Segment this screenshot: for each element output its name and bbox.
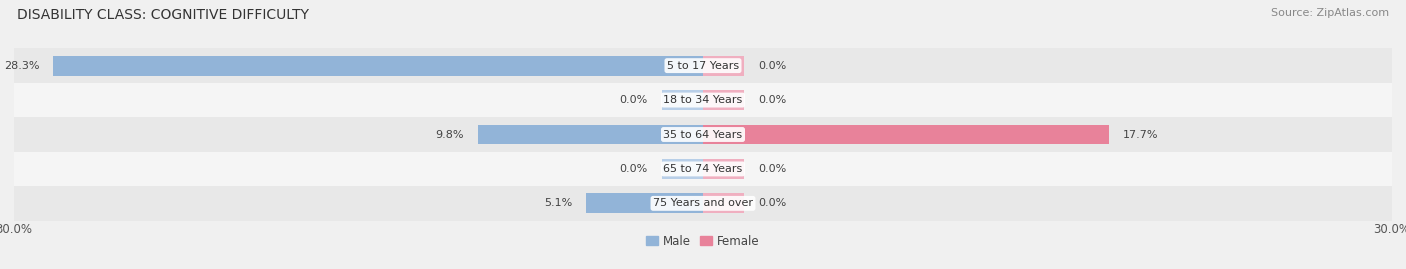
Bar bbox=[14, 152, 1392, 186]
Text: 0.0%: 0.0% bbox=[620, 164, 648, 174]
Text: 9.8%: 9.8% bbox=[436, 129, 464, 140]
Bar bbox=[662, 159, 703, 179]
Bar bbox=[703, 56, 744, 76]
Text: 0.0%: 0.0% bbox=[758, 164, 786, 174]
Bar bbox=[703, 125, 1109, 144]
Bar bbox=[53, 56, 703, 76]
Text: 28.3%: 28.3% bbox=[4, 61, 39, 71]
Text: 35 to 64 Years: 35 to 64 Years bbox=[664, 129, 742, 140]
Bar bbox=[14, 83, 1392, 117]
Text: Source: ZipAtlas.com: Source: ZipAtlas.com bbox=[1271, 8, 1389, 18]
Bar bbox=[703, 159, 744, 179]
Bar bbox=[14, 48, 1392, 83]
Text: 5 to 17 Years: 5 to 17 Years bbox=[666, 61, 740, 71]
Text: 17.7%: 17.7% bbox=[1123, 129, 1159, 140]
Text: 18 to 34 Years: 18 to 34 Years bbox=[664, 95, 742, 105]
Text: DISABILITY CLASS: COGNITIVE DIFFICULTY: DISABILITY CLASS: COGNITIVE DIFFICULTY bbox=[17, 8, 309, 22]
Bar bbox=[478, 125, 703, 144]
Bar bbox=[14, 117, 1392, 152]
Text: 0.0%: 0.0% bbox=[758, 95, 786, 105]
Bar bbox=[14, 186, 1392, 221]
Text: 5.1%: 5.1% bbox=[544, 198, 572, 208]
Text: 65 to 74 Years: 65 to 74 Years bbox=[664, 164, 742, 174]
Text: 0.0%: 0.0% bbox=[620, 95, 648, 105]
Legend: Male, Female: Male, Female bbox=[641, 230, 765, 253]
Bar bbox=[703, 193, 744, 213]
Text: 0.0%: 0.0% bbox=[758, 61, 786, 71]
Bar bbox=[662, 90, 703, 110]
Bar bbox=[703, 90, 744, 110]
Text: 0.0%: 0.0% bbox=[758, 198, 786, 208]
Bar bbox=[586, 193, 703, 213]
Text: 75 Years and over: 75 Years and over bbox=[652, 198, 754, 208]
